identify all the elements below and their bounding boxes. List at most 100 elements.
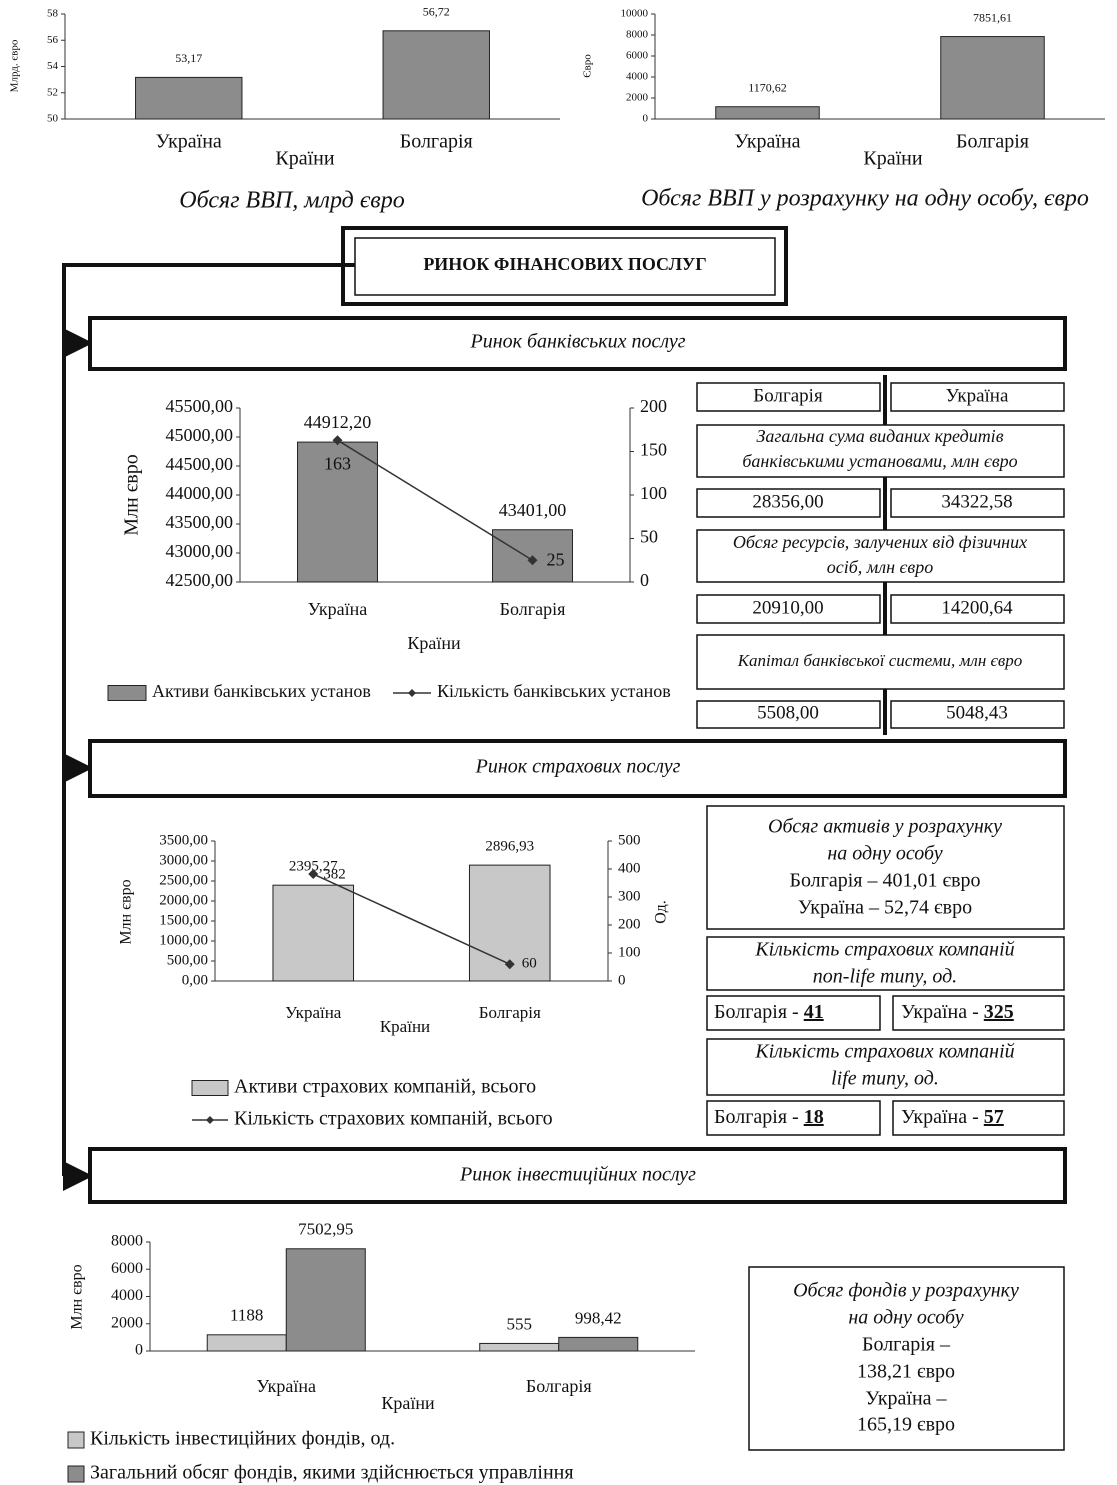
y-tick-label: 6000 xyxy=(111,1260,143,1277)
x-tick-label: Болгарія xyxy=(956,131,1029,153)
legend-swatch xyxy=(67,1465,85,1483)
count-text: Болгарія -41 xyxy=(714,1001,824,1023)
bar xyxy=(558,1336,639,1352)
info-line: Обсяг активів у розрахунку xyxy=(768,816,1002,838)
value-label: 44912,20 xyxy=(304,412,372,432)
section-heading: Ринок банківських послуг xyxy=(469,331,685,353)
cell-value: 34322,58 xyxy=(941,491,1012,512)
cell-value: 5508,00 xyxy=(757,702,819,723)
count-cell xyxy=(706,1100,881,1136)
y-tick-label: 4000 xyxy=(626,71,649,83)
legend-swatch xyxy=(191,1080,229,1096)
y2-tick-label: 0 xyxy=(618,972,626,988)
legend-swatch xyxy=(107,685,147,701)
info-line: на одну особу xyxy=(827,843,942,865)
count-cell xyxy=(892,1100,1065,1136)
info-line: Україна – 52,74 євро xyxy=(798,897,972,919)
value-cell xyxy=(890,700,1065,729)
info-line: 165,19 євро xyxy=(857,1414,955,1436)
y-tick-label: 50 xyxy=(47,113,59,125)
y-tick-label: 52 xyxy=(47,86,58,98)
x-axis-label: Країни xyxy=(380,1017,430,1036)
y-tick-label: 2000 xyxy=(626,92,649,104)
value-label: 60 xyxy=(522,956,537,972)
y2-tick-label: 100 xyxy=(618,944,641,960)
chart-title: Обсяг ВВП у розрахунку на одну особу, єв… xyxy=(641,186,1089,212)
value-label: 43401,00 xyxy=(499,500,567,520)
y-tick-label: 43000,00 xyxy=(166,541,234,561)
count-text: Україна -57 xyxy=(901,1106,1004,1128)
y-tick-label: 10000 xyxy=(621,8,649,20)
row-label-box xyxy=(696,529,1065,583)
line-marker xyxy=(332,435,343,446)
count-cell xyxy=(892,995,1065,1031)
y-tick-label: 3500,00 xyxy=(159,832,208,848)
row-label: Загальна сума виданих кредитів xyxy=(756,426,1003,446)
info-box xyxy=(706,936,1065,991)
value-label: 56,72 xyxy=(423,5,450,19)
count: 41 xyxy=(804,1001,824,1023)
value-label: 382 xyxy=(323,866,346,882)
legend-label: Загальний обсяг фондів, якими здійснюєть… xyxy=(90,1462,574,1484)
section-banner xyxy=(88,1147,1067,1204)
y-tick-label: 3000,00 xyxy=(159,852,208,868)
header-cell xyxy=(696,382,881,412)
value-cell xyxy=(890,488,1065,518)
line-marker xyxy=(504,959,515,970)
country: Україна - xyxy=(901,1001,979,1023)
y-tick-label: 2000 xyxy=(111,1314,143,1331)
bar xyxy=(382,30,490,120)
bar xyxy=(940,36,1045,120)
value-label: 1170,62 xyxy=(748,80,787,94)
info-box xyxy=(706,805,1065,930)
row-label-box xyxy=(696,634,1065,690)
cell-value: 28356,00 xyxy=(752,491,823,512)
value-label: 555 xyxy=(506,1314,532,1333)
legend-swatch xyxy=(67,1431,85,1449)
x-axis-label: Країни xyxy=(381,1393,435,1413)
row-label: банківськими установами, млн євро xyxy=(742,451,1017,471)
y-tick-label: 44000,00 xyxy=(166,483,234,503)
y-tick-label: 42500,00 xyxy=(166,570,234,590)
x-tick-label: Україна xyxy=(734,131,800,153)
x-tick-label: Україна xyxy=(308,599,368,619)
info-line: на одну особу xyxy=(848,1307,963,1329)
cell-value: 20910,00 xyxy=(752,597,823,618)
bar xyxy=(285,1248,366,1352)
info-box xyxy=(706,1038,1065,1096)
y-tick-label: 56 xyxy=(47,34,59,46)
country: Болгарія - xyxy=(714,1001,799,1023)
line xyxy=(312,873,511,965)
row-label: осіб, млн євро xyxy=(827,557,933,577)
bar xyxy=(297,441,378,583)
y-tick-label: 45000,00 xyxy=(166,425,234,445)
y2-tick-label: 0 xyxy=(640,570,649,590)
y-tick-label: 4000 xyxy=(111,1287,143,1304)
info-line: Україна – xyxy=(865,1388,947,1410)
y-tick-label: 0,00 xyxy=(182,972,208,988)
y-tick-label: 1000,00 xyxy=(159,932,208,948)
y-tick-label: 43500,00 xyxy=(166,512,234,532)
legend-marker xyxy=(408,689,416,697)
diagram-title: РИНОК ФІНАНСОВИХ ПОСЛУГ xyxy=(423,254,706,274)
x-axis-label: Країни xyxy=(407,633,461,653)
x-axis-label: Країни xyxy=(275,148,334,170)
y-tick-label: 2000,00 xyxy=(159,892,208,908)
legend-label: Активи банківських установ xyxy=(152,681,371,701)
value-cell xyxy=(696,488,881,518)
value-label: 53,17 xyxy=(175,51,202,65)
y-tick-label: 8000 xyxy=(111,1233,143,1250)
section-heading: Ринок інвестиційних послуг xyxy=(459,1164,696,1186)
y2-tick-label: 150 xyxy=(640,440,667,460)
count-text: Україна -325 xyxy=(901,1001,1014,1023)
y-axis-label: Млн євро xyxy=(121,454,143,536)
section-banner xyxy=(88,739,1067,798)
bar xyxy=(135,76,243,120)
legend-label: Активи страхових компаній, всього xyxy=(234,1076,536,1098)
value-cell xyxy=(696,700,881,729)
y-axis-label: Млн євро xyxy=(69,1264,86,1329)
line-marker xyxy=(527,555,538,566)
legend-label: Кількість банківських установ xyxy=(437,681,671,701)
column-header: Україна xyxy=(946,385,1009,406)
